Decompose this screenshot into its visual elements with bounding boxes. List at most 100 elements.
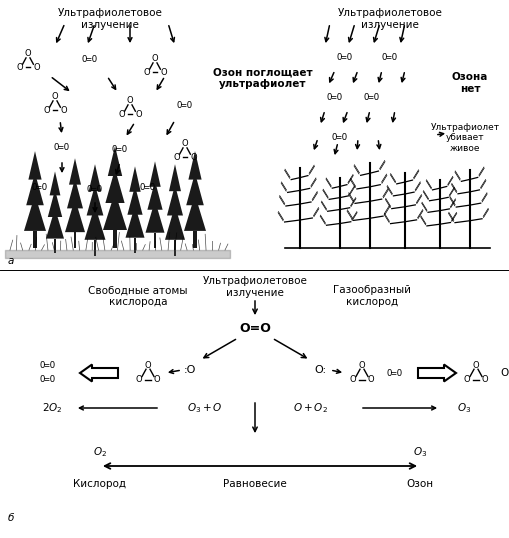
Polygon shape: [48, 190, 62, 217]
Polygon shape: [184, 195, 206, 231]
Polygon shape: [107, 146, 122, 176]
Text: O: O: [24, 49, 31, 59]
Polygon shape: [149, 161, 160, 187]
FancyArrow shape: [417, 365, 455, 381]
Text: Озон поглощает
ультрафиолет: Озон поглощает ультрафиолет: [213, 67, 312, 89]
Polygon shape: [29, 151, 42, 180]
Text: O=O: O=O: [111, 145, 128, 154]
Text: O: O: [349, 375, 356, 384]
Text: O=O: O=O: [139, 183, 156, 193]
Polygon shape: [26, 173, 44, 206]
FancyArrow shape: [80, 365, 118, 381]
Text: O=O: O=O: [87, 186, 103, 195]
Text: Ультрафиолетовое
излучение: Ультрафиолетовое излучение: [337, 8, 442, 30]
Text: O: O: [367, 375, 374, 384]
Text: $O_2$: $O_2$: [93, 445, 107, 459]
Text: O=O: O=O: [177, 102, 193, 110]
Polygon shape: [105, 169, 124, 203]
Text: Свободные атомы
кислорода: Свободные атомы кислорода: [88, 285, 187, 307]
Text: O=O: O=O: [40, 376, 56, 385]
Polygon shape: [24, 195, 46, 231]
Text: O=O: O=O: [54, 144, 70, 152]
Polygon shape: [69, 158, 81, 185]
Text: O=O: O=O: [381, 53, 398, 62]
Text: O=O: O=O: [32, 183, 48, 193]
Text: O=O: O=O: [386, 369, 402, 378]
Polygon shape: [188, 151, 201, 180]
Polygon shape: [166, 185, 183, 216]
Text: O: O: [358, 361, 364, 370]
Polygon shape: [84, 206, 105, 240]
Text: Озона
нет: Озона нет: [451, 72, 487, 94]
Text: O: O: [60, 105, 67, 115]
Text: O: O: [16, 63, 23, 72]
Polygon shape: [49, 172, 60, 195]
Polygon shape: [103, 192, 127, 230]
Text: а: а: [8, 256, 14, 266]
Polygon shape: [65, 199, 85, 232]
Text: Ультрафиолетовое
излучение: Ультрафиолетовое излучение: [202, 276, 307, 298]
Text: O:: O:: [314, 365, 325, 375]
Text: O: O: [160, 68, 166, 77]
Text: O=O: O=O: [336, 53, 352, 62]
Polygon shape: [93, 240, 96, 256]
Polygon shape: [67, 179, 83, 208]
Text: O: O: [51, 93, 58, 101]
Text: Кислород: Кислород: [73, 479, 126, 489]
Polygon shape: [165, 206, 185, 240]
Text: O: O: [472, 361, 478, 370]
Text: O: O: [33, 63, 40, 72]
Text: O: O: [151, 54, 158, 63]
Polygon shape: [147, 181, 162, 210]
Text: O: O: [480, 375, 487, 384]
Text: O: O: [126, 96, 133, 105]
Text: Ультрафиолет
убивает
живое: Ультрафиолет убивает живое: [430, 123, 499, 153]
Text: $O_3 + O$: $O_3 + O$: [187, 401, 222, 415]
Text: Озон: Озон: [406, 479, 433, 489]
Polygon shape: [125, 206, 144, 238]
Text: O: O: [143, 68, 150, 77]
Polygon shape: [34, 231, 37, 248]
Text: O: O: [463, 375, 469, 384]
Polygon shape: [53, 238, 56, 253]
Text: $2O_2$: $2O_2$: [42, 401, 62, 415]
Polygon shape: [193, 231, 196, 248]
Polygon shape: [73, 232, 76, 248]
Polygon shape: [153, 233, 156, 248]
Polygon shape: [127, 186, 143, 215]
Text: O=O: O=O: [82, 55, 98, 65]
Text: O=O: O=O: [363, 94, 379, 103]
Text: Ультрафиолетовое
излучение: Ультрафиолетовое излучение: [58, 8, 162, 30]
Text: O: O: [118, 110, 125, 119]
Text: O=O: O=O: [331, 133, 347, 143]
Text: O=O: O=O: [326, 94, 343, 103]
Polygon shape: [173, 240, 176, 256]
Polygon shape: [129, 166, 140, 192]
Text: O: O: [190, 153, 196, 162]
Polygon shape: [145, 200, 164, 233]
Text: O=O: O=O: [239, 322, 270, 335]
Polygon shape: [133, 238, 136, 253]
Text: $O_3$: $O_3$: [412, 445, 426, 459]
Text: :O: :O: [183, 365, 196, 375]
Text: Озон: Озон: [499, 368, 509, 378]
Text: O: O: [43, 105, 50, 115]
Polygon shape: [168, 164, 181, 191]
Text: O: O: [135, 110, 142, 119]
Text: O: O: [181, 139, 188, 148]
Text: $O_3$: $O_3$: [456, 401, 470, 415]
Text: O: O: [145, 361, 151, 370]
Text: $O + O_2$: $O + O_2$: [292, 401, 327, 415]
Polygon shape: [186, 173, 204, 206]
Text: б: б: [8, 513, 14, 523]
Text: O: O: [153, 375, 160, 384]
Polygon shape: [46, 208, 64, 238]
Polygon shape: [87, 185, 103, 216]
Polygon shape: [89, 164, 101, 191]
Polygon shape: [113, 230, 117, 248]
Text: Газообразный
кислород: Газообразный кислород: [332, 285, 410, 307]
Text: O: O: [135, 375, 142, 384]
Text: Равновесие: Равновесие: [223, 479, 287, 489]
Text: O=O: O=O: [40, 362, 56, 371]
Text: O: O: [173, 153, 180, 162]
